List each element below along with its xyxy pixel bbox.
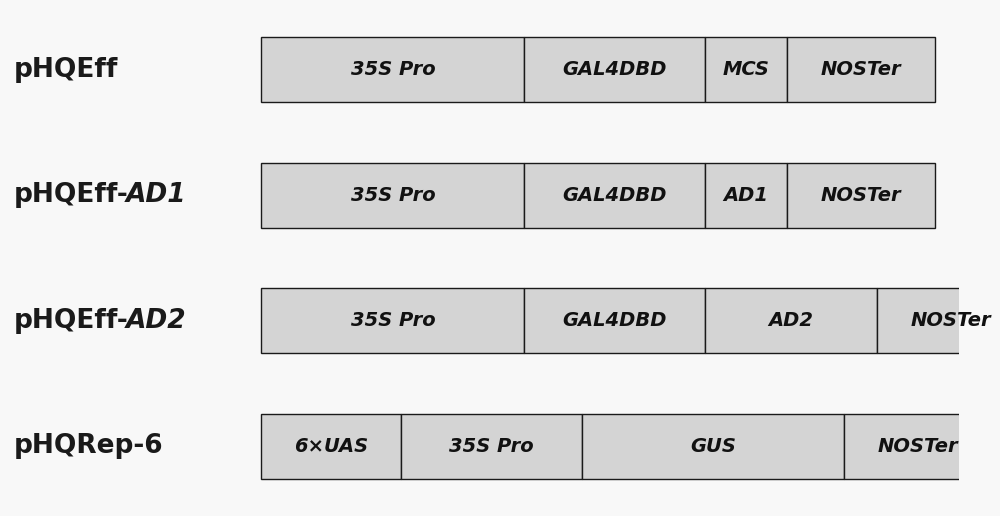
Text: pHQEff: pHQEff [14,57,118,83]
Text: 35S Pro: 35S Pro [449,437,534,456]
Bar [582,414,844,479]
Bar [261,288,524,353]
Text: AD2: AD2 [769,311,814,330]
Bar [261,414,401,479]
Bar [705,163,787,228]
Text: pHQRep-6: pHQRep-6 [14,433,163,459]
Text: GUS: GUS [690,437,736,456]
Text: pHQEff-: pHQEff- [14,182,128,208]
Text: NOSTer: NOSTer [821,60,901,79]
Text: NOSTer: NOSTer [821,186,901,205]
Bar [261,37,524,102]
Bar [787,37,935,102]
Text: 35S Pro: 35S Pro [351,186,435,205]
Text: NOSTer: NOSTer [911,311,992,330]
Bar [705,288,877,353]
Text: pHQEff-: pHQEff- [14,308,128,334]
Text: GAL4DBD: GAL4DBD [562,60,667,79]
Bar [524,288,705,353]
Text: MCS: MCS [722,60,769,79]
Bar [524,163,705,228]
Text: NOSTer: NOSTer [878,437,959,456]
Text: 35S Pro: 35S Pro [351,311,435,330]
Text: 35S Pro: 35S Pro [351,60,435,79]
Bar [844,414,992,479]
Bar [261,163,524,228]
Bar [401,414,582,479]
Bar [705,37,787,102]
Text: AD1: AD1 [723,186,768,205]
Bar [787,163,935,228]
Text: 6×UAS: 6×UAS [294,437,368,456]
Text: AD1: AD1 [126,182,187,208]
Text: AD2: AD2 [126,308,187,334]
Text: GAL4DBD: GAL4DBD [562,186,667,205]
Bar [877,288,1000,353]
Bar [524,37,705,102]
Text: GAL4DBD: GAL4DBD [562,311,667,330]
